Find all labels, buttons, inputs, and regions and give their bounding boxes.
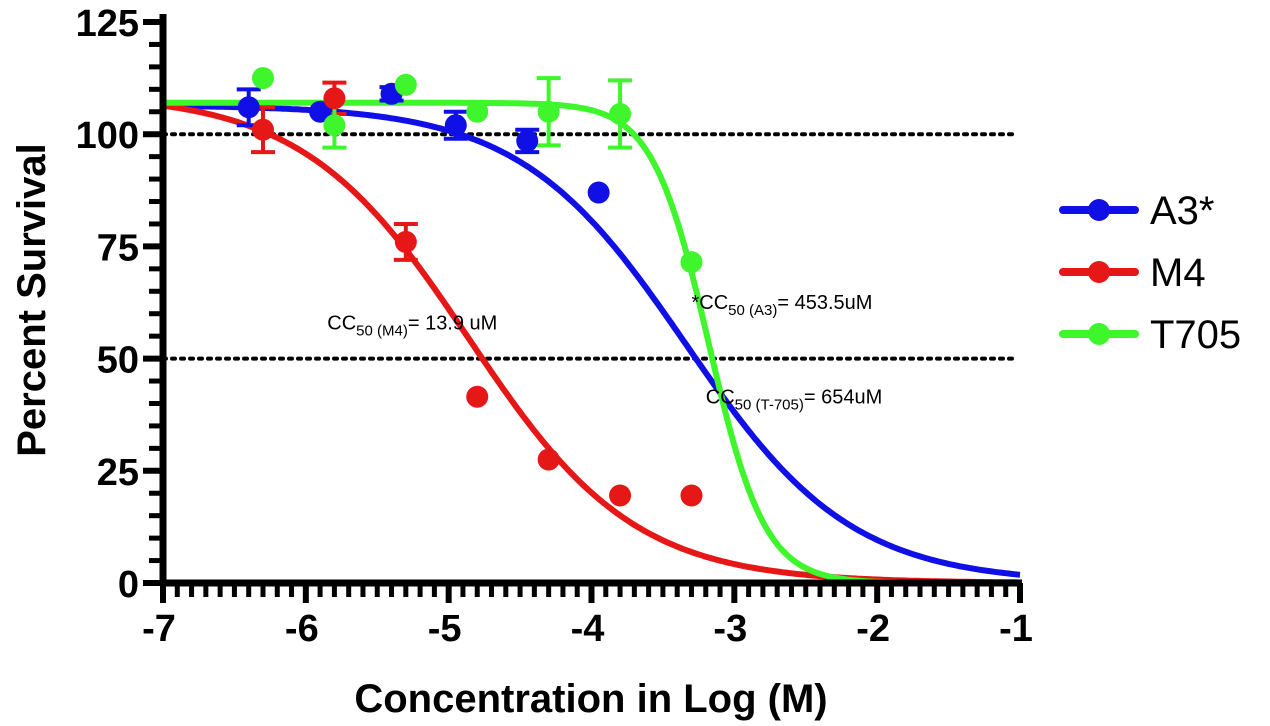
x-tick-label: -1	[999, 608, 1033, 650]
cc50-annotations: CC50 (M4)= 13.9 uM*CC50 (A3)= 453.5uMCC5…	[327, 292, 882, 413]
x-tick-label: -2	[856, 608, 890, 650]
x-tick-label: -3	[713, 608, 747, 650]
y-tick-label: 100	[76, 115, 139, 157]
data-point-m4	[466, 385, 489, 408]
annotation-prefix: *CC	[691, 292, 728, 314]
data-point-m4	[323, 87, 346, 110]
data-point-t705	[466, 100, 489, 123]
reference-lines	[161, 132, 1018, 361]
data-point-a3	[309, 100, 332, 123]
legend-label-m4: M4	[1150, 251, 1206, 295]
annotation-subscript: 50 (T-705)	[735, 396, 804, 413]
legend: A3* M4 T705	[1059, 189, 1241, 357]
data-point-m4	[609, 484, 632, 507]
legend-marker-a3	[1088, 199, 1110, 221]
data-point-t705	[394, 73, 417, 96]
data-point-a3	[444, 114, 467, 137]
x-tick-label: -5	[428, 608, 462, 650]
annotation-value: = 453.5uM	[777, 292, 872, 314]
x-tick-label: -7	[142, 608, 176, 650]
data-point-a3	[587, 181, 610, 204]
legend-label-a3: A3*	[1150, 189, 1215, 233]
legend-label-t705: T705	[1150, 313, 1241, 357]
y-axis-title: Percent Survival	[10, 143, 54, 457]
y-tick-label: 75	[97, 227, 139, 269]
data-point-a3	[516, 129, 539, 152]
annotation-subscript: 50 (M4)	[356, 322, 408, 339]
data-point-m4	[680, 484, 703, 507]
data-point-t705	[323, 114, 346, 137]
axes	[159, 14, 1022, 587]
legend-marker-t705	[1088, 323, 1110, 345]
annotation-cc50-a3: *CC50 (A3)= 453.5uM	[691, 292, 872, 319]
x-axis-title: Concentration in Log (M)	[354, 677, 827, 721]
data-point-t705	[251, 67, 274, 90]
data-point-t705	[537, 100, 560, 123]
data-point-t705	[680, 251, 703, 274]
data-point-a3	[237, 96, 260, 119]
y-tick-label: 25	[97, 452, 139, 494]
data-point-m4	[251, 118, 274, 141]
annotation-prefix: CC	[327, 312, 356, 334]
data-point-m4	[537, 448, 560, 471]
y-tick-label: 125	[76, 3, 139, 45]
data-point-t705	[609, 103, 632, 126]
fit-curves	[162, 99, 1021, 586]
data-point-m4	[394, 230, 417, 253]
annotation-cc50-m4: CC50 (M4)= 13.9 uM	[327, 312, 497, 339]
annotation-prefix: CC	[706, 386, 735, 408]
data-points	[237, 67, 703, 507]
y-axis-ticks: 0 25 50 75 100 125	[76, 3, 163, 606]
annotation-value: = 13.9 uM	[408, 312, 498, 334]
y-tick-label: 0	[118, 564, 139, 606]
fit-curve-A3	[163, 102, 1021, 578]
y-tick-label: 50	[97, 340, 139, 382]
legend-marker-m4	[1088, 261, 1110, 283]
fit-curve-M4	[162, 102, 1020, 586]
x-tick-label: -4	[571, 608, 605, 650]
fit-curve-T705	[163, 99, 1020, 586]
annotation-cc50-t705: CC50 (T-705)= 654uM	[706, 386, 882, 413]
annotation-subscript: 50 (A3)	[728, 302, 777, 319]
x-tick-label: -6	[285, 608, 319, 650]
annotation-value: = 654uM	[804, 386, 882, 408]
x-axis-ticks: -7 -6 -5 -4 -3 -2 -1	[142, 583, 1033, 650]
